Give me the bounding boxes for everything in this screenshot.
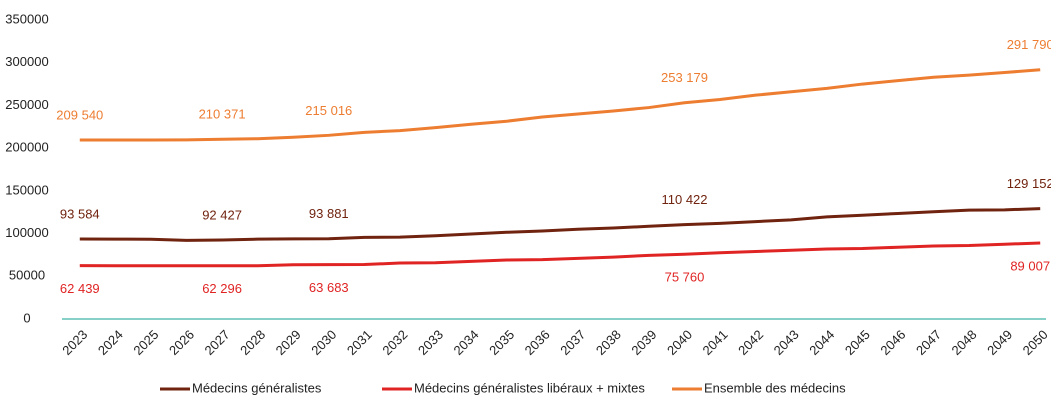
x-tick-label: 2050 (1020, 327, 1051, 358)
x-tick-label: 2023 (59, 327, 90, 358)
y-tick-label: 300000 (5, 54, 48, 69)
legend-label: Médecins généralistes libéraux + mixtes (414, 380, 645, 395)
x-tick-label: 2040 (664, 327, 695, 358)
x-tick-label: 2042 (735, 327, 766, 358)
x-tick-label: 2026 (166, 327, 197, 358)
x-tick-label: 2036 (522, 327, 553, 358)
x-tick-label: 2030 (308, 327, 339, 358)
x-tick-label: 2028 (237, 327, 268, 358)
y-tick-label: 150000 (5, 182, 48, 197)
data-label: 110 422 (661, 192, 707, 207)
legend-label: Médecins généralistes (192, 380, 322, 395)
x-tick-label: 2048 (949, 327, 980, 358)
data-label: 93 584 (60, 206, 100, 221)
y-tick-label: 250000 (5, 97, 48, 112)
data-label: 291 790 (1007, 37, 1051, 52)
x-tick-label: 2031 (344, 327, 375, 358)
data-label: 129 152 (1007, 176, 1051, 191)
x-tick-label: 2032 (379, 327, 410, 358)
y-tick-label: 200000 (5, 140, 48, 155)
x-tick-label: 2047 (913, 327, 944, 358)
y-tick-label: 50000 (9, 268, 45, 283)
x-tick-label: 2038 (593, 327, 624, 358)
x-tick-label: 2039 (628, 327, 659, 358)
data-label: 93 881 (309, 206, 349, 221)
x-tick-label: 2045 (842, 327, 873, 358)
y-tick-label: 0 (23, 310, 30, 325)
x-tick-label: 2029 (273, 327, 304, 358)
data-label: 253 179 (661, 70, 708, 85)
data-label: 210 371 (199, 107, 246, 122)
data-label: 62 439 (60, 281, 100, 296)
data-label: 215 016 (305, 103, 352, 118)
data-label: 62 296 (202, 281, 242, 296)
x-tick-label: 2037 (557, 327, 588, 358)
data-label: 209 540 (56, 107, 103, 122)
data-label: 75 760 (665, 270, 705, 285)
y-tick-label: 350000 (5, 11, 48, 26)
data-label: 89 007 (1010, 258, 1050, 273)
x-tick-label: 2046 (877, 327, 908, 358)
line (79, 207, 1041, 242)
x-tick-label: 2043 (771, 327, 802, 358)
data-label: 63 683 (309, 280, 349, 295)
x-tick-label: 2041 (700, 327, 731, 358)
x-tick-label: 2035 (486, 327, 517, 358)
x-tick-label: 2044 (806, 327, 837, 358)
data-label: 92 427 (202, 207, 242, 222)
x-tick-label: 2033 (415, 327, 446, 358)
x-tick-label: 2049 (984, 327, 1015, 358)
line (79, 68, 1041, 142)
line (79, 241, 1041, 268)
legend-label: Ensemble des médecins (704, 380, 846, 395)
x-tick-label: 2034 (451, 327, 482, 358)
x-tick-label: 2024 (95, 327, 126, 358)
y-tick-label: 100000 (5, 225, 48, 240)
x-tick-label: 2025 (130, 327, 161, 358)
x-tick-label: 2027 (202, 327, 233, 358)
